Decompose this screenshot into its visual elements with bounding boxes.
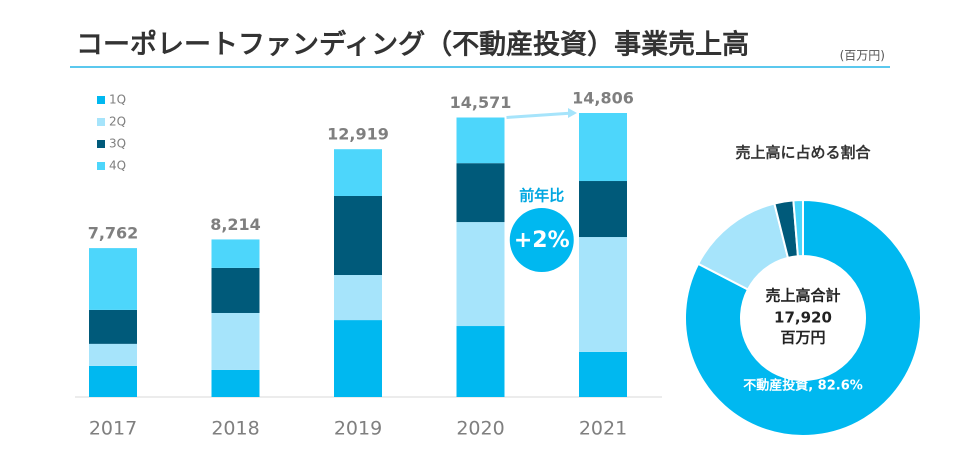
bar-segment xyxy=(334,320,382,397)
x-tick-label: 2019 xyxy=(334,418,382,440)
donut-center-text: 百万円 xyxy=(780,329,825,347)
page-title: コーポレートファンディング（不動産投資）事業売上高 xyxy=(76,29,749,61)
legend-swatch xyxy=(97,96,105,104)
bar-segment xyxy=(579,351,627,397)
bar-segment xyxy=(456,163,505,223)
bar-segment xyxy=(89,248,137,310)
annotation: +2% xyxy=(514,228,570,253)
slice-label: 不動産投資, 82.6% xyxy=(743,378,863,394)
bar-segment xyxy=(579,237,627,352)
growth-arrow xyxy=(506,111,574,120)
donut-slice xyxy=(792,198,804,258)
bar-segment xyxy=(334,195,382,276)
bar-segment xyxy=(211,239,260,268)
legend-label: 1Q xyxy=(109,93,126,107)
total-label: 8,214 xyxy=(210,215,261,234)
donut-center-text: 売上高合計 xyxy=(765,287,840,305)
legend-swatch xyxy=(97,140,105,148)
x-tick-label: 2018 xyxy=(211,418,259,440)
bar-segment xyxy=(456,326,505,397)
bar-segment xyxy=(211,369,260,397)
unit: (百万円) xyxy=(840,49,885,63)
bar-segment xyxy=(579,181,627,238)
total-label: 14,806 xyxy=(572,89,634,108)
bar-segment xyxy=(89,365,137,397)
legend-label: 4Q xyxy=(109,159,126,173)
bar-segment xyxy=(89,309,137,344)
growth-arrowhead xyxy=(568,108,577,118)
donut-title: 売上高に占める割合 xyxy=(735,144,871,162)
bar-segment xyxy=(89,343,137,366)
legend-label: 3Q xyxy=(109,137,126,151)
bar-segment xyxy=(211,267,260,313)
bar-segment xyxy=(456,222,505,327)
x-tick-label: 2020 xyxy=(456,418,504,440)
x-tick-label: 2021 xyxy=(579,418,627,440)
donut-slice xyxy=(684,198,922,437)
bar-segment xyxy=(211,312,260,370)
total-label: 12,919 xyxy=(327,125,389,144)
total-label: 14,571 xyxy=(450,93,512,112)
annotation-badge xyxy=(509,208,574,272)
bar-segment xyxy=(334,149,382,196)
total-label: 7,762 xyxy=(88,224,139,243)
donut-center-text: 17,920 xyxy=(774,309,832,327)
annotation-title: 前年比 xyxy=(519,187,564,205)
legend-swatch xyxy=(97,162,105,170)
bar-segment xyxy=(579,113,627,182)
bar-segment xyxy=(456,117,505,164)
bar-segment xyxy=(334,275,382,321)
legend-label: 2Q xyxy=(109,115,126,129)
x-tick-label: 2017 xyxy=(89,418,137,440)
legend-swatch xyxy=(97,118,105,126)
